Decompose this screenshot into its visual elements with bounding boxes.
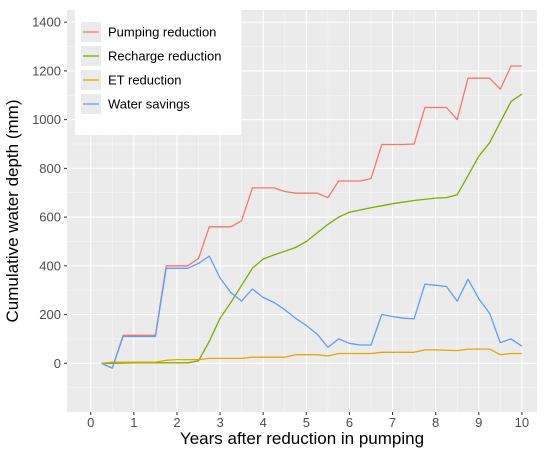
y-tick-label: 200 [39,307,61,322]
grid-major [67,10,537,412]
legend-label: Water savings [108,97,190,112]
y-axis: 0 200 400 600 800 1000 1200 1400 [32,15,67,371]
legend-label: Pumping reduction [108,25,216,40]
x-tick-label: 6 [346,415,353,430]
x-tick-label: 7 [389,415,396,430]
x-tick-label: 4 [260,415,267,430]
x-tick-label: 2 [173,415,180,430]
x-tick-label: 9 [475,415,482,430]
x-axis: 0 1 2 3 4 5 6 7 8 9 10 [87,412,529,430]
series-line-et-reduction [101,348,522,364]
y-tick-label: 600 [39,210,61,225]
series-line-recharge-reduction [101,93,523,364]
y-tick-label: 800 [39,161,61,176]
x-tick-label: 0 [87,415,94,430]
series-line-pumping-reduction [101,65,522,369]
x-tick-label: 5 [303,415,310,430]
legend: Pumping reduction Recharge reduction ET re… [75,10,241,135]
x-tick-label: 10 [515,415,529,430]
series-line-water-savings [101,255,523,369]
y-tick-label: 1200 [32,63,61,78]
legend-label: ET reduction [108,73,181,88]
series-layer [101,65,523,369]
legend-label: Recharge reduction [108,49,221,64]
y-axis-title: Cumulative water depth (mm) [3,100,22,323]
y-tick-label: 0 [54,356,61,371]
x-tick-label: 8 [432,415,439,430]
x-tick-label: 3 [216,415,223,430]
y-tick-label: 400 [39,258,61,273]
x-tick-label: 1 [130,415,137,430]
y-tick-label: 1400 [32,15,61,30]
legend-box [75,10,241,135]
y-tick-label: 1000 [32,112,61,127]
x-axis-title: Years after reduction in pumping [180,429,424,448]
